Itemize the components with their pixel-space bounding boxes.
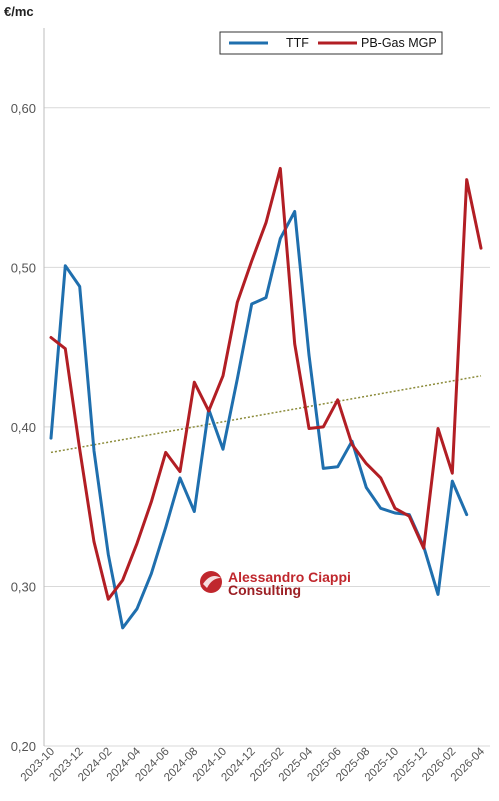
legend-label-pb-gas-mgp: PB-Gas MGP xyxy=(361,36,437,50)
legend-label-ttf: TTF xyxy=(286,36,309,50)
y-tick-label: 0,40 xyxy=(11,420,36,435)
trendline-pb-gas-mgp xyxy=(50,375,482,454)
y-tick-label: 0,30 xyxy=(11,579,36,594)
series-line-ttf xyxy=(49,210,469,630)
watermark-logo: Alessandro Ciappi Consulting xyxy=(200,569,351,598)
y-tick-labels: 0,20 0,30 0,40 0,50 0,60 xyxy=(11,101,36,754)
watermark-line2: Consulting xyxy=(228,582,301,598)
y-tick-label: 0,50 xyxy=(11,260,36,275)
legend: TTF PB-Gas MGP xyxy=(219,31,443,55)
y-tick-label: 0,20 xyxy=(11,739,36,754)
y-tick-label: 0,60 xyxy=(11,101,36,116)
grid-lines xyxy=(44,107,490,747)
x-tick-labels: 2023-102023-122024-022024-042024-062024-… xyxy=(19,745,488,784)
series-line-pb-gas-mgp xyxy=(49,166,483,601)
trendline xyxy=(50,375,482,454)
logo-swoosh-icon xyxy=(203,576,221,588)
series-lines xyxy=(49,166,483,630)
unit-label: €/mc xyxy=(4,4,34,19)
watermark-line1: Alessandro Ciappi xyxy=(228,569,351,585)
